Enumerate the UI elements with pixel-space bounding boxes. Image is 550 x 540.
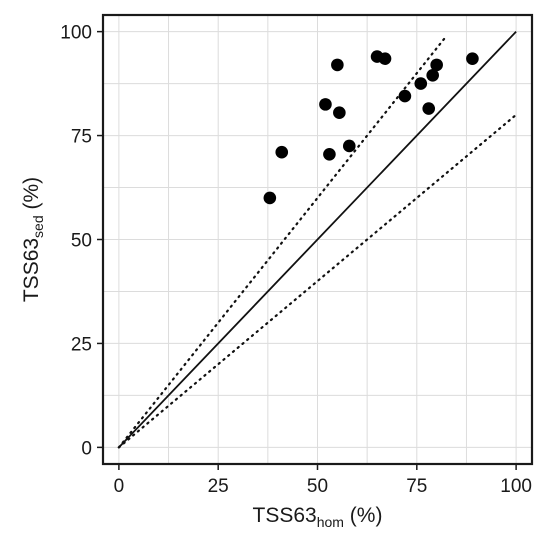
x-tick-label: 50 [307,476,328,497]
identity-line [118,31,517,448]
y-axis-title-main: TSS63 [20,238,43,302]
grid [103,15,532,464]
data-point [263,191,277,205]
y-axis-title-subscript: sed [30,215,46,238]
data-points [263,50,479,205]
data-point [333,106,346,119]
data-point [275,145,289,159]
y-tick-label: 25 [71,334,92,355]
data-point [342,139,356,153]
data-point [426,68,439,82]
y-axis-title: TSS63sed (%) [20,177,46,302]
y-axis-title-suffix: (%) [20,177,43,216]
data-point [331,58,344,72]
x-tick-label: 0 [114,476,125,497]
y-tick-label: 75 [71,127,92,148]
data-point [430,58,443,72]
data-point [323,147,336,161]
y-tick-label: 100 [60,23,92,44]
x-axis-title-subscript: hom [317,514,344,530]
x-tick-label: 25 [208,476,229,497]
x-axis-title-main: TSS63 [253,504,317,527]
data-point [319,98,332,111]
x-axis-title-suffix: (%) [344,504,383,527]
data-point [466,52,479,65]
dotted-bound-line [117,34,448,449]
data-point [414,77,428,90]
y-tick-label: 0 [81,438,92,459]
y-axis-ticks: 0 25 50 75 100 [60,23,103,459]
y-tick-label: 50 [71,231,92,252]
x-tick-label: 100 [500,476,532,497]
data-point [398,89,412,103]
dotted-bound-line [117,113,518,449]
data-point [378,52,392,65]
x-tick-label: 75 [406,476,427,497]
reference-lines [117,31,518,449]
x-axis-ticks: 0 25 50 75 100 [114,464,532,497]
x-axis-title: TSS63hom (%) [253,504,383,530]
data-point [422,102,436,115]
